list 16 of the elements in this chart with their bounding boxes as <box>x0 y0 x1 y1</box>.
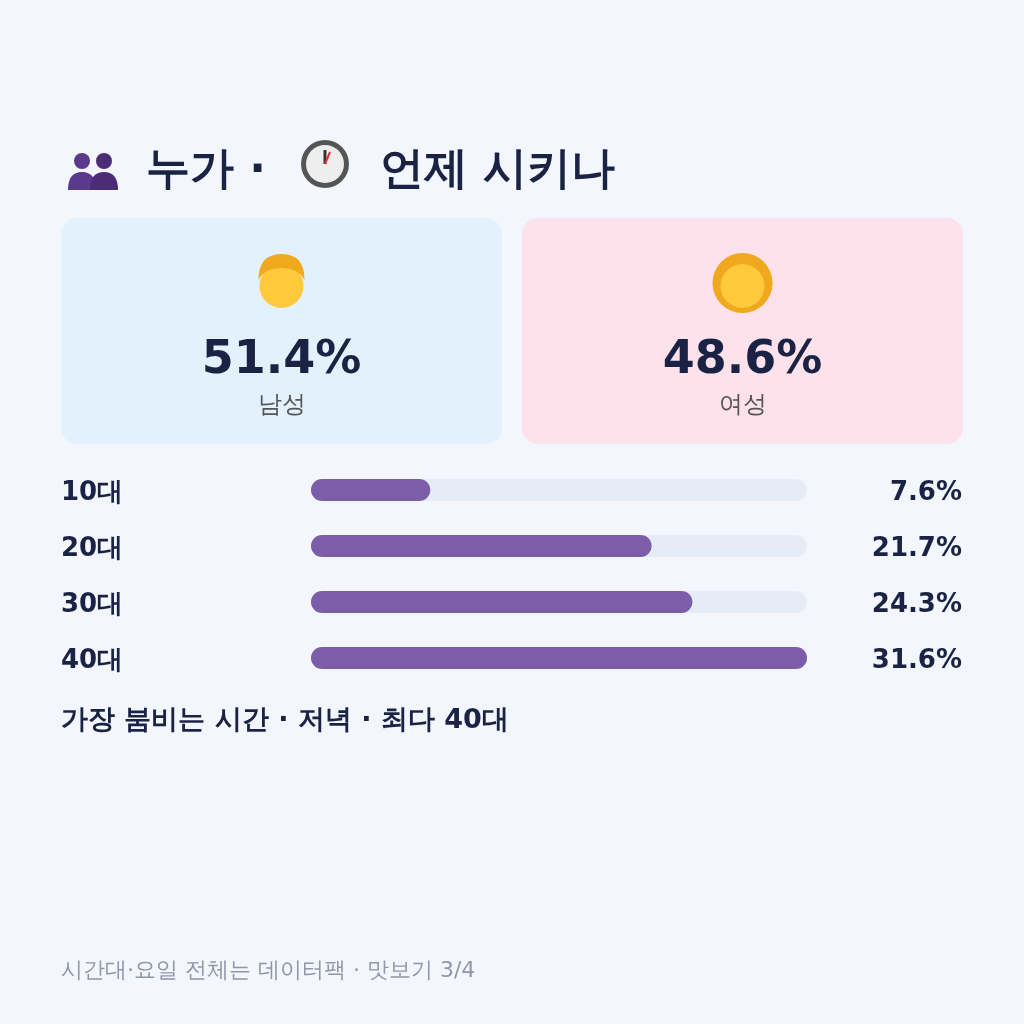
category-label: 남성 <box>257 390 306 418</box>
y-tick-label: 10대 <box>61 476 124 506</box>
text: 가장 붐비는 시간 · 저녁 · 최다 40대 <box>61 703 509 734</box>
text: 48.6% <box>662 330 823 384</box>
data-label: 24.3% <box>871 588 962 618</box>
data-label: 31.6% <box>871 644 962 674</box>
data-label: 7.6% <box>889 476 962 506</box>
y-tick-label: 20대 <box>61 532 124 562</box>
y-tick-label: 40대 <box>61 644 124 674</box>
data-label: 21.7% <box>871 532 962 562</box>
chart-title: 누가 · 언제 시키나 <box>146 142 616 193</box>
category-label: 여성 <box>718 390 767 418</box>
y-tick-label: 30대 <box>61 588 124 618</box>
text: 시간대·요일 전체는 데이터팩 · 맛보기 3/4 <box>61 957 476 982</box>
bar <box>311 479 431 501</box>
text: 51.4% <box>201 330 362 384</box>
